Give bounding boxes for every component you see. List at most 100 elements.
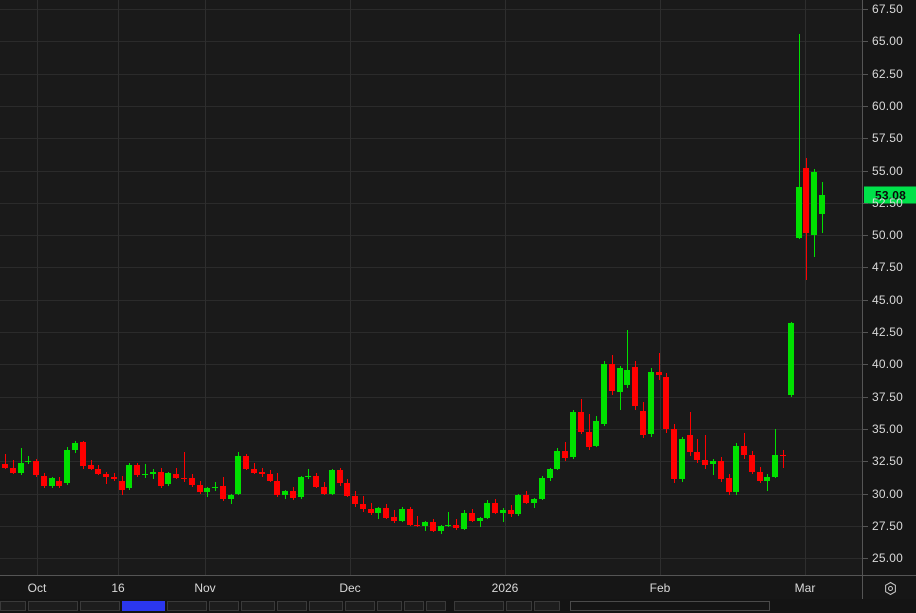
candle-body	[313, 475, 320, 488]
timeline-segment[interactable]	[377, 601, 402, 611]
candle-body	[305, 475, 312, 477]
price-axis-label: 25.00	[872, 551, 904, 565]
price-axis-label: 27.50	[872, 519, 904, 533]
candle-wick	[417, 515, 419, 528]
candle-body	[725, 478, 732, 493]
timeline-segment[interactable]	[454, 601, 504, 611]
candle-body	[577, 412, 584, 432]
time-axis-label: 2026	[491, 581, 519, 595]
candle-wick	[20, 448, 22, 476]
candle-body	[585, 431, 592, 448]
candle-wick	[775, 429, 777, 479]
chart-settings-button[interactable]	[862, 575, 916, 600]
candle-wick	[12, 460, 14, 475]
gridline-vertical	[205, 0, 206, 575]
timeline-segment[interactable]	[0, 601, 26, 611]
time-axis[interactable]: Oct 16 Nov Dec 2026 Feb Mar	[0, 575, 862, 600]
price-axis-tick	[863, 526, 868, 527]
candle-body	[414, 524, 421, 526]
candle-wick	[448, 511, 450, 528]
time-axis-label: Dec	[339, 581, 361, 595]
price-axis[interactable]: 53.08 67.50 65.00 62.50 60.00 57.50 55.00 52.5…	[862, 0, 916, 575]
candle-body	[212, 487, 219, 489]
candle-body	[756, 471, 763, 481]
gridline-vertical	[505, 0, 506, 575]
timeline-segment[interactable]	[277, 601, 307, 611]
timeline-segment[interactable]	[28, 601, 78, 611]
candlestick-plot-area[interactable]	[0, 0, 862, 575]
candle-body	[437, 525, 444, 532]
time-axis-label: Nov	[194, 581, 216, 595]
price-axis-tick	[863, 300, 868, 301]
candle-body	[562, 451, 569, 458]
candle-body	[9, 467, 16, 473]
candle-body	[33, 461, 40, 476]
candle-body	[655, 372, 662, 375]
candle-wick	[744, 432, 746, 459]
candle-wick	[90, 460, 92, 471]
candle-body	[250, 469, 257, 473]
candle-body	[647, 372, 654, 435]
candle-body	[180, 478, 187, 480]
candle-body	[142, 474, 149, 476]
time-axis-label: Oct	[27, 581, 47, 595]
candle-body	[87, 465, 94, 470]
candle-body	[422, 522, 429, 526]
candle-body	[616, 368, 623, 392]
timeline-segment[interactable]	[80, 601, 120, 611]
candle-body	[383, 507, 390, 519]
candle-wick	[502, 507, 504, 522]
timeline-segment[interactable]	[426, 601, 446, 611]
candle-body	[118, 480, 125, 490]
candle-body	[359, 503, 366, 510]
gridline-horizontal	[0, 397, 862, 398]
candle-body	[297, 476, 304, 498]
timeline-segment[interactable]	[506, 601, 532, 611]
candle-body	[694, 452, 701, 460]
candle-body	[204, 488, 211, 493]
price-axis-label: 62.50	[872, 67, 904, 81]
candle-body	[787, 323, 794, 396]
candle-body	[531, 498, 538, 503]
candle-body	[40, 475, 47, 486]
gridline-horizontal	[0, 41, 862, 42]
timeline-segment[interactable]	[167, 601, 207, 611]
candle-body	[103, 474, 110, 477]
price-axis-label: 42.50	[872, 325, 904, 339]
timeline-scrollbar[interactable]	[0, 599, 916, 613]
candle-body	[95, 469, 102, 475]
timeline-segment[interactable]	[209, 601, 239, 611]
candle-body	[391, 516, 397, 521]
price-axis-tick	[863, 171, 868, 172]
timeline-segment[interactable]	[122, 601, 165, 611]
gridline-vertical	[118, 0, 119, 575]
gridline-horizontal	[0, 138, 862, 139]
gridline-horizontal	[0, 494, 862, 495]
price-axis-label: 55.00	[872, 164, 904, 178]
candle-body	[678, 439, 685, 480]
price-axis-tick	[863, 106, 868, 107]
candle-body	[468, 513, 475, 521]
timeline-segment[interactable]	[534, 601, 560, 611]
timeline-segment[interactable]	[570, 601, 770, 611]
candle-body	[79, 441, 86, 467]
gridline-horizontal	[0, 74, 862, 75]
timeline-segment[interactable]	[404, 601, 424, 611]
price-axis-label: 32.50	[872, 454, 904, 468]
candle-wick	[253, 462, 255, 475]
timeline-segment[interactable]	[345, 601, 375, 611]
candle-wick	[145, 463, 147, 479]
timeline-segment[interactable]	[309, 601, 343, 611]
candle-body	[608, 364, 615, 392]
candle-body	[764, 476, 771, 481]
candle-body	[741, 445, 748, 455]
candle-body	[476, 518, 483, 521]
candle-body	[554, 451, 561, 470]
candle-body	[484, 502, 491, 519]
candle-wick	[658, 352, 660, 380]
candle-body	[429, 522, 436, 531]
timeline-segment[interactable]	[241, 601, 275, 611]
candle-wick	[627, 329, 629, 388]
candle-body	[56, 480, 63, 486]
candle-body	[375, 507, 382, 513]
